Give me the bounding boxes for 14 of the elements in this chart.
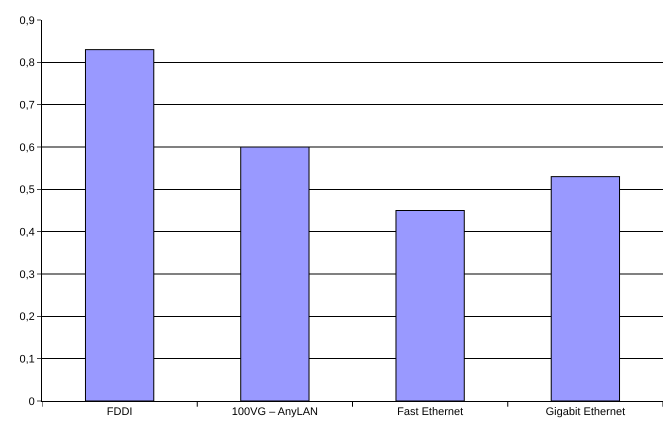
y-tick-label: 0,8 xyxy=(20,57,35,70)
y-tick-label: 0,3 xyxy=(20,268,35,281)
y-tick-label: 0,5 xyxy=(20,184,35,196)
y-tick-label: 0,1 xyxy=(20,354,35,366)
x-tick-label: Fast Ethernet xyxy=(397,406,464,418)
y-tick-label: 0,7 xyxy=(20,100,35,112)
y-tick-label: 0,4 xyxy=(20,226,35,239)
y-tick-label: 0,6 xyxy=(20,142,35,154)
y-tick-label: 0 xyxy=(28,396,35,408)
x-tick-label: Gigabit Ethernet xyxy=(546,406,626,418)
x-tick-label: 100VG – AnyLAN xyxy=(232,406,318,418)
x-tick-label: FDDI xyxy=(106,406,132,418)
y-tick-label: 0,2 xyxy=(20,311,35,324)
y-tick-label: 0,9 xyxy=(20,14,35,27)
